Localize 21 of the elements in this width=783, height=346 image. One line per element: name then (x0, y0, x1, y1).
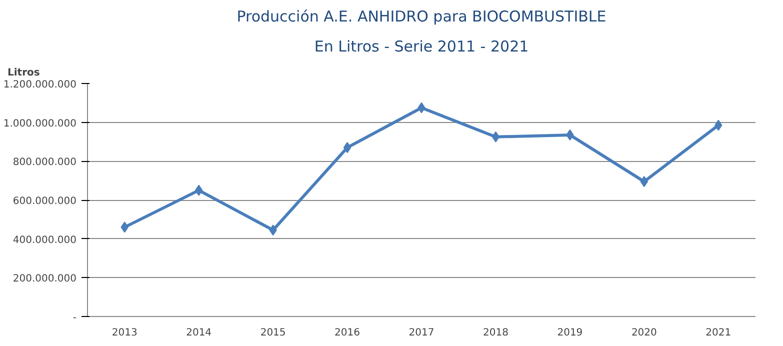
y-tick-label: - (72, 312, 77, 324)
x-tick-label: 2017 (408, 328, 434, 338)
x-tick-label: 2020 (631, 328, 657, 338)
y-tick-label: 1.000.000.000 (3, 118, 77, 130)
x-tick-label: 2018 (483, 328, 508, 338)
y-axis-title: Litros (8, 68, 40, 78)
point (343, 142, 352, 154)
chart-subtitle: En Litros - Serie 2011 - 2021 (314, 38, 529, 56)
y-tick-label: 600.000.000 (12, 196, 77, 207)
y-tick-label: 200.000.000 (12, 274, 77, 285)
y-tick-label: 400.000.000 (12, 234, 77, 246)
x-tick-label: 2016 (334, 328, 360, 338)
x-tick-label: 2013 (112, 328, 138, 338)
x-tick-label: 2019 (557, 328, 583, 338)
x-tick-label: 2014 (186, 328, 212, 338)
x-tick-label: 2021 (706, 328, 732, 338)
chart-title: Producción A.E. ANHIDRO para BIOCOMBUSTIBLE (236, 8, 606, 26)
x-tick-label: 2015 (260, 328, 286, 338)
point (492, 131, 500, 142)
y-tick-label: 1.200.000.000 (3, 80, 77, 90)
y-tick-label: 800.000.000 (12, 157, 77, 168)
